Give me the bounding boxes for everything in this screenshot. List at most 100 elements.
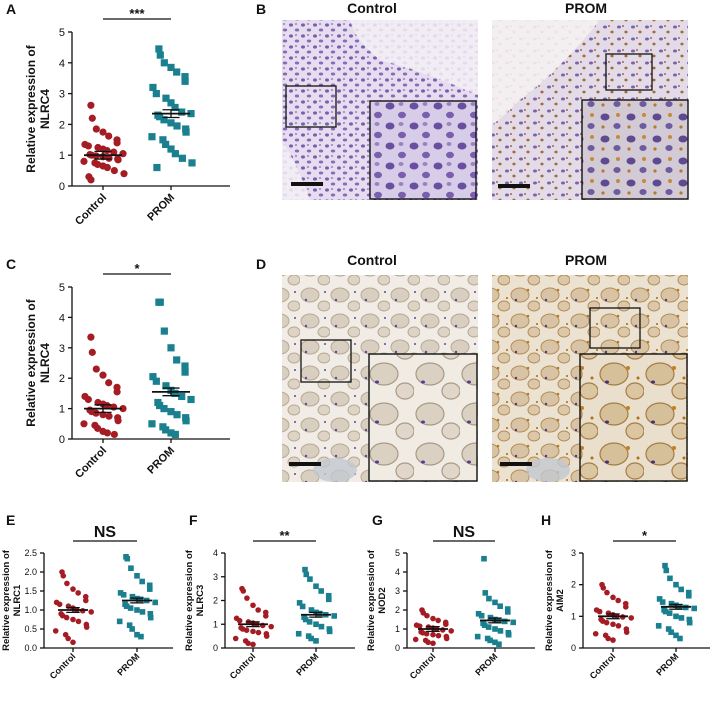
- significance-label-a: ***: [129, 6, 145, 21]
- data-point-h-prom: [686, 616, 693, 623]
- data-point-a-prom: [167, 63, 175, 72]
- data-point-f-prom: [326, 596, 332, 603]
- x-tick-label-c: Control: [73, 445, 109, 481]
- data-point-g-control: [423, 630, 430, 637]
- data-point-g-control: [430, 615, 436, 622]
- data-point-c-control: [99, 371, 107, 379]
- panel-label-f: F: [189, 512, 198, 528]
- data-point-f-control: [244, 595, 250, 601]
- data-point-h-prom: [678, 615, 685, 621]
- data-point-a-prom: [181, 73, 189, 81]
- data-point-a-prom: [149, 83, 157, 92]
- data-point-f-prom: [303, 571, 310, 578]
- y-tick-label-a: 0: [59, 181, 65, 193]
- data-point-g-control: [430, 640, 436, 647]
- data-point-e-prom: [126, 622, 133, 628]
- data-point-g-prom: [475, 611, 482, 617]
- y-axis-label-a: NLRC4: [38, 89, 52, 129]
- data-point-g-prom: [510, 619, 516, 626]
- data-point-c-control: [80, 420, 88, 428]
- data-point-h-control: [623, 604, 629, 610]
- data-point-h-prom: [686, 592, 692, 599]
- data-point-a-prom: [178, 108, 186, 116]
- data-point-c-control: [84, 395, 92, 404]
- y-tick-label-a: 4: [59, 58, 65, 70]
- y-tick-label-e: 1.5: [24, 586, 37, 596]
- micrograph-b-prom-scale-bar: [498, 184, 530, 188]
- data-point-a-control: [99, 128, 107, 136]
- y-axis-label-e: NLRC1: [12, 584, 23, 616]
- data-point-e-prom: [147, 611, 154, 617]
- y-tick-label-a: 5: [59, 27, 65, 39]
- data-point-h-control: [610, 621, 616, 628]
- data-point-f-prom: [308, 607, 315, 613]
- data-point-a-prom: [173, 68, 181, 76]
- data-point-g-control: [448, 628, 455, 634]
- micrograph-b-prom-title: PROM: [565, 0, 607, 16]
- panel-label-c: C: [6, 256, 16, 272]
- data-point-c-prom: [187, 395, 195, 404]
- data-point-e-prom: [147, 614, 154, 621]
- significance-label-f: **: [279, 528, 290, 543]
- y-tick-label-g: 1: [395, 624, 400, 634]
- y-axis-label-a: Relative expression of: [24, 44, 38, 172]
- data-point-a-prom: [178, 154, 186, 162]
- data-point-f-prom: [299, 603, 306, 610]
- data-point-e-control: [70, 586, 76, 592]
- data-point-c-control: [105, 412, 113, 420]
- data-point-f-control: [250, 641, 256, 648]
- data-point-g-prom: [481, 622, 488, 628]
- data-point-e-prom: [124, 555, 131, 562]
- data-point-a-prom: [187, 110, 195, 118]
- data-point-c-control: [114, 417, 122, 425]
- data-point-c-prom: [173, 411, 181, 419]
- micrograph-d-control-title: Control: [347, 252, 397, 268]
- data-point-h-control: [628, 615, 634, 621]
- y-tick-label-c: 3: [59, 343, 65, 355]
- y-tick-label-h: 0: [571, 643, 576, 653]
- panel-label-e: E: [6, 512, 15, 528]
- data-point-f-prom: [325, 592, 332, 599]
- data-point-f-prom: [313, 583, 319, 590]
- y-tick-label-f: 4: [213, 548, 218, 558]
- data-point-a-prom: [156, 113, 164, 121]
- data-point-e-control: [60, 573, 67, 579]
- data-point-c-prom: [171, 430, 179, 439]
- y-tick-label-a: 2: [59, 119, 65, 131]
- data-point-a-control: [114, 156, 122, 164]
- data-point-f-control: [245, 640, 251, 647]
- y-tick-label-e: 0.5: [24, 624, 37, 634]
- data-point-a-control: [84, 142, 92, 150]
- significance-label-e: NS: [94, 524, 117, 541]
- data-point-e-prom: [134, 631, 140, 638]
- data-point-e-prom: [138, 633, 144, 640]
- data-point-h-prom: [667, 575, 673, 582]
- y-axis-label-f: NLRC3: [195, 585, 206, 617]
- data-point-a-control: [103, 146, 111, 155]
- data-point-e-prom: [139, 578, 145, 585]
- panel-label-d: D: [256, 256, 266, 272]
- data-point-e-prom: [134, 573, 140, 579]
- data-point-h-control: [600, 585, 607, 591]
- data-point-e-prom: [147, 586, 153, 592]
- data-point-a-prom: [148, 133, 156, 141]
- data-point-g-control: [425, 639, 431, 646]
- data-point-h-prom: [668, 629, 674, 635]
- data-point-a-prom: [182, 128, 190, 136]
- x-tick-label-c: PROM: [145, 445, 177, 477]
- data-point-a-control: [103, 163, 111, 172]
- data-point-g-control: [430, 631, 436, 638]
- y-axis-label-c: NLRC4: [38, 343, 52, 383]
- data-point-g-prom: [501, 618, 508, 625]
- data-point-e-control: [52, 628, 59, 634]
- data-point-f-prom: [302, 566, 308, 573]
- y-tick-label-g: 5: [395, 548, 400, 558]
- data-point-c-prom: [181, 368, 189, 376]
- data-point-g-prom: [485, 624, 492, 630]
- data-point-f-prom: [302, 616, 309, 623]
- data-point-e-prom: [129, 593, 136, 600]
- data-point-c-control: [105, 379, 113, 387]
- data-point-e-control: [70, 639, 76, 646]
- data-point-a-prom: [162, 94, 170, 102]
- data-point-e-prom: [139, 609, 146, 615]
